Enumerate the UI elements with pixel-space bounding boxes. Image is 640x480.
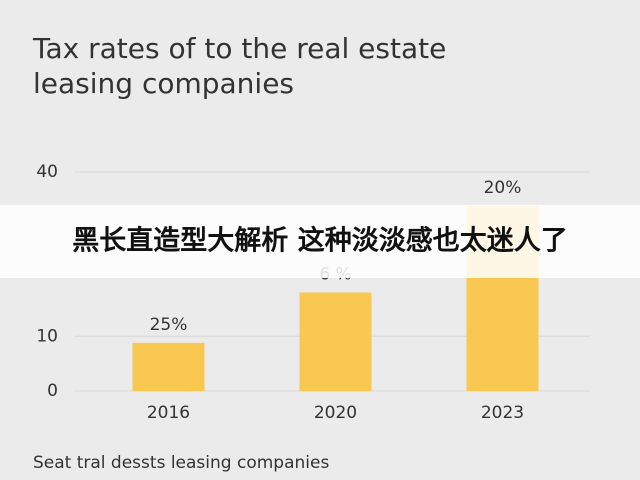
y-tick-label: 40 [36,162,58,182]
chart-title: leasing companies [33,67,294,100]
banner-background [0,205,640,278]
bar [132,342,205,391]
x-axis-label: Seat tral dessts leasing companies [33,453,329,473]
x-tick-label: 2016 [147,403,190,423]
banner-text: 黑长直造型大解析 这种淡淡感也太迷人了 [72,225,567,257]
bar [299,292,372,391]
x-tick-label: 2023 [481,403,524,423]
chart-title: Tax rates of to the real estate [32,32,446,65]
annotation: 20% [484,178,522,198]
x-tick-label: 2020 [314,403,357,423]
annotation: 25% [150,315,188,335]
y-tick-label: 10 [36,326,58,346]
y-tick-label: 0 [47,381,58,401]
